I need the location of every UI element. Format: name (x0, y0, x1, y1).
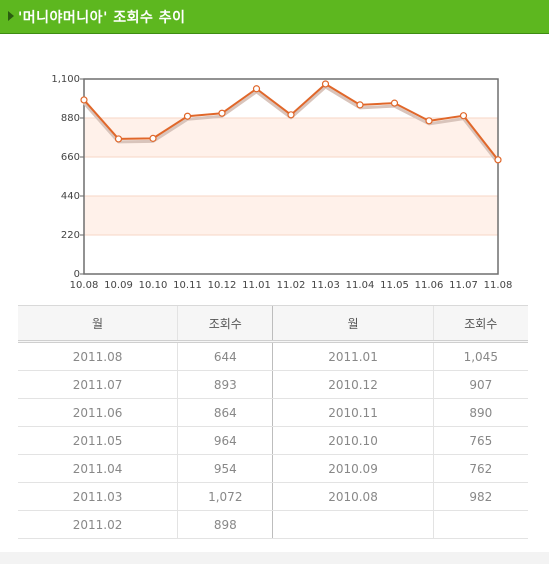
cell-month: 2011.03 (18, 482, 178, 511)
x-tick-label: 11.06 (415, 280, 444, 291)
x-tick-label: 11.02 (277, 280, 306, 291)
cell-month: 2010.10 (272, 426, 434, 455)
cell-views: 982 (432, 482, 528, 511)
views-table: 월 조회수 월 조회수 2011.08 644 2011.01 1,045 20… (18, 305, 528, 539)
header-bar: '머니야머니아' 조회수 추이 (0, 0, 549, 34)
table-row: 2011.07 893 2010.12 907 (18, 370, 528, 399)
y-tick-label: 1,100 (51, 74, 80, 85)
cell-views: 898 (177, 510, 273, 539)
cell-month: 2011.04 (18, 454, 178, 483)
data-point (287, 111, 295, 119)
cell-month: 2011.05 (18, 426, 178, 455)
data-point (80, 96, 88, 104)
y-tick-label: 660 (61, 152, 80, 163)
x-tick-label: 11.08 (484, 280, 513, 291)
plot-frame (83, 78, 499, 275)
data-point (356, 101, 364, 109)
cell-views: 1,072 (177, 482, 273, 511)
table-header-row: 월 조회수 월 조회수 (18, 305, 528, 343)
cell-views: 864 (177, 398, 273, 427)
header-views-1: 조회수 (177, 305, 273, 343)
cell-views: 954 (177, 454, 273, 483)
line-chart: 0 220 440 660 880 1,100 10.08 10.09 10.10 10.11 10… (51, 74, 513, 291)
y-tick-label: 220 (61, 230, 80, 241)
table-row: 2011.08 644 2011.01 1,045 (18, 341, 528, 371)
data-point (114, 135, 123, 143)
grid-band (84, 196, 498, 235)
cell-month (272, 510, 434, 539)
x-tick-label: 10.08 (70, 280, 99, 291)
data-point (494, 156, 502, 164)
header-month-2: 월 (272, 305, 434, 343)
arrow-right-icon (8, 11, 14, 21)
table-row: 2011.05 964 2010.10 765 (18, 426, 528, 455)
page-title: '머니야머니아' 조회수 추이 (18, 10, 186, 26)
x-tick-label: 11.03 (311, 280, 340, 291)
data-point (218, 109, 226, 117)
data-point (425, 117, 433, 125)
header-month-1: 월 (18, 305, 178, 343)
cell-views: 893 (177, 370, 273, 399)
cell-month: 2011.07 (18, 370, 178, 399)
table-row: 2011.03 1,072 2010.08 982 (18, 482, 528, 511)
footer-bar (0, 552, 549, 564)
x-tick-label: 11.04 (346, 280, 375, 291)
x-tick-label: 10.12 (208, 280, 237, 291)
y-tick-label: 440 (61, 191, 80, 202)
cell-month: 2011.01 (272, 341, 434, 371)
y-tick-label: 880 (61, 113, 80, 124)
cell-month: 2010.08 (272, 482, 434, 511)
table-row: 2011.06 864 2010.11 890 (18, 398, 528, 427)
data-point (149, 134, 157, 142)
cell-views: 644 (177, 341, 273, 371)
cell-month: 2011.06 (18, 398, 178, 427)
cell-month: 2010.12 (272, 370, 434, 399)
cell-views (432, 510, 528, 539)
x-tick-label: 10.09 (104, 280, 133, 291)
data-point (252, 85, 261, 93)
cell-month: 2011.08 (18, 341, 178, 371)
data-point (321, 80, 330, 88)
x-tick-label: 11.07 (449, 280, 478, 291)
table-row: 2011.04 954 2010.09 762 (18, 454, 528, 483)
cell-views: 762 (432, 454, 528, 483)
cell-views: 907 (432, 370, 528, 399)
cell-month: 2011.02 (18, 510, 178, 539)
y-tick-label: 0 (74, 269, 80, 280)
cell-views: 1,045 (432, 341, 528, 371)
table-row: 2011.02 898 (18, 510, 528, 539)
cell-month: 2010.09 (272, 454, 434, 483)
data-point (183, 112, 192, 120)
data-point (459, 112, 468, 120)
cell-month: 2010.11 (272, 398, 434, 427)
cell-views: 765 (432, 426, 528, 455)
header-views-2: 조회수 (432, 305, 528, 343)
x-tick-label: 10.11 (173, 280, 202, 291)
cell-views: 964 (177, 426, 273, 455)
x-tick-label: 11.05 (380, 280, 409, 291)
x-tick-label: 11.01 (242, 280, 271, 291)
x-tick-label: 10.10 (139, 280, 168, 291)
data-point (390, 99, 399, 107)
cell-views: 890 (432, 398, 528, 427)
